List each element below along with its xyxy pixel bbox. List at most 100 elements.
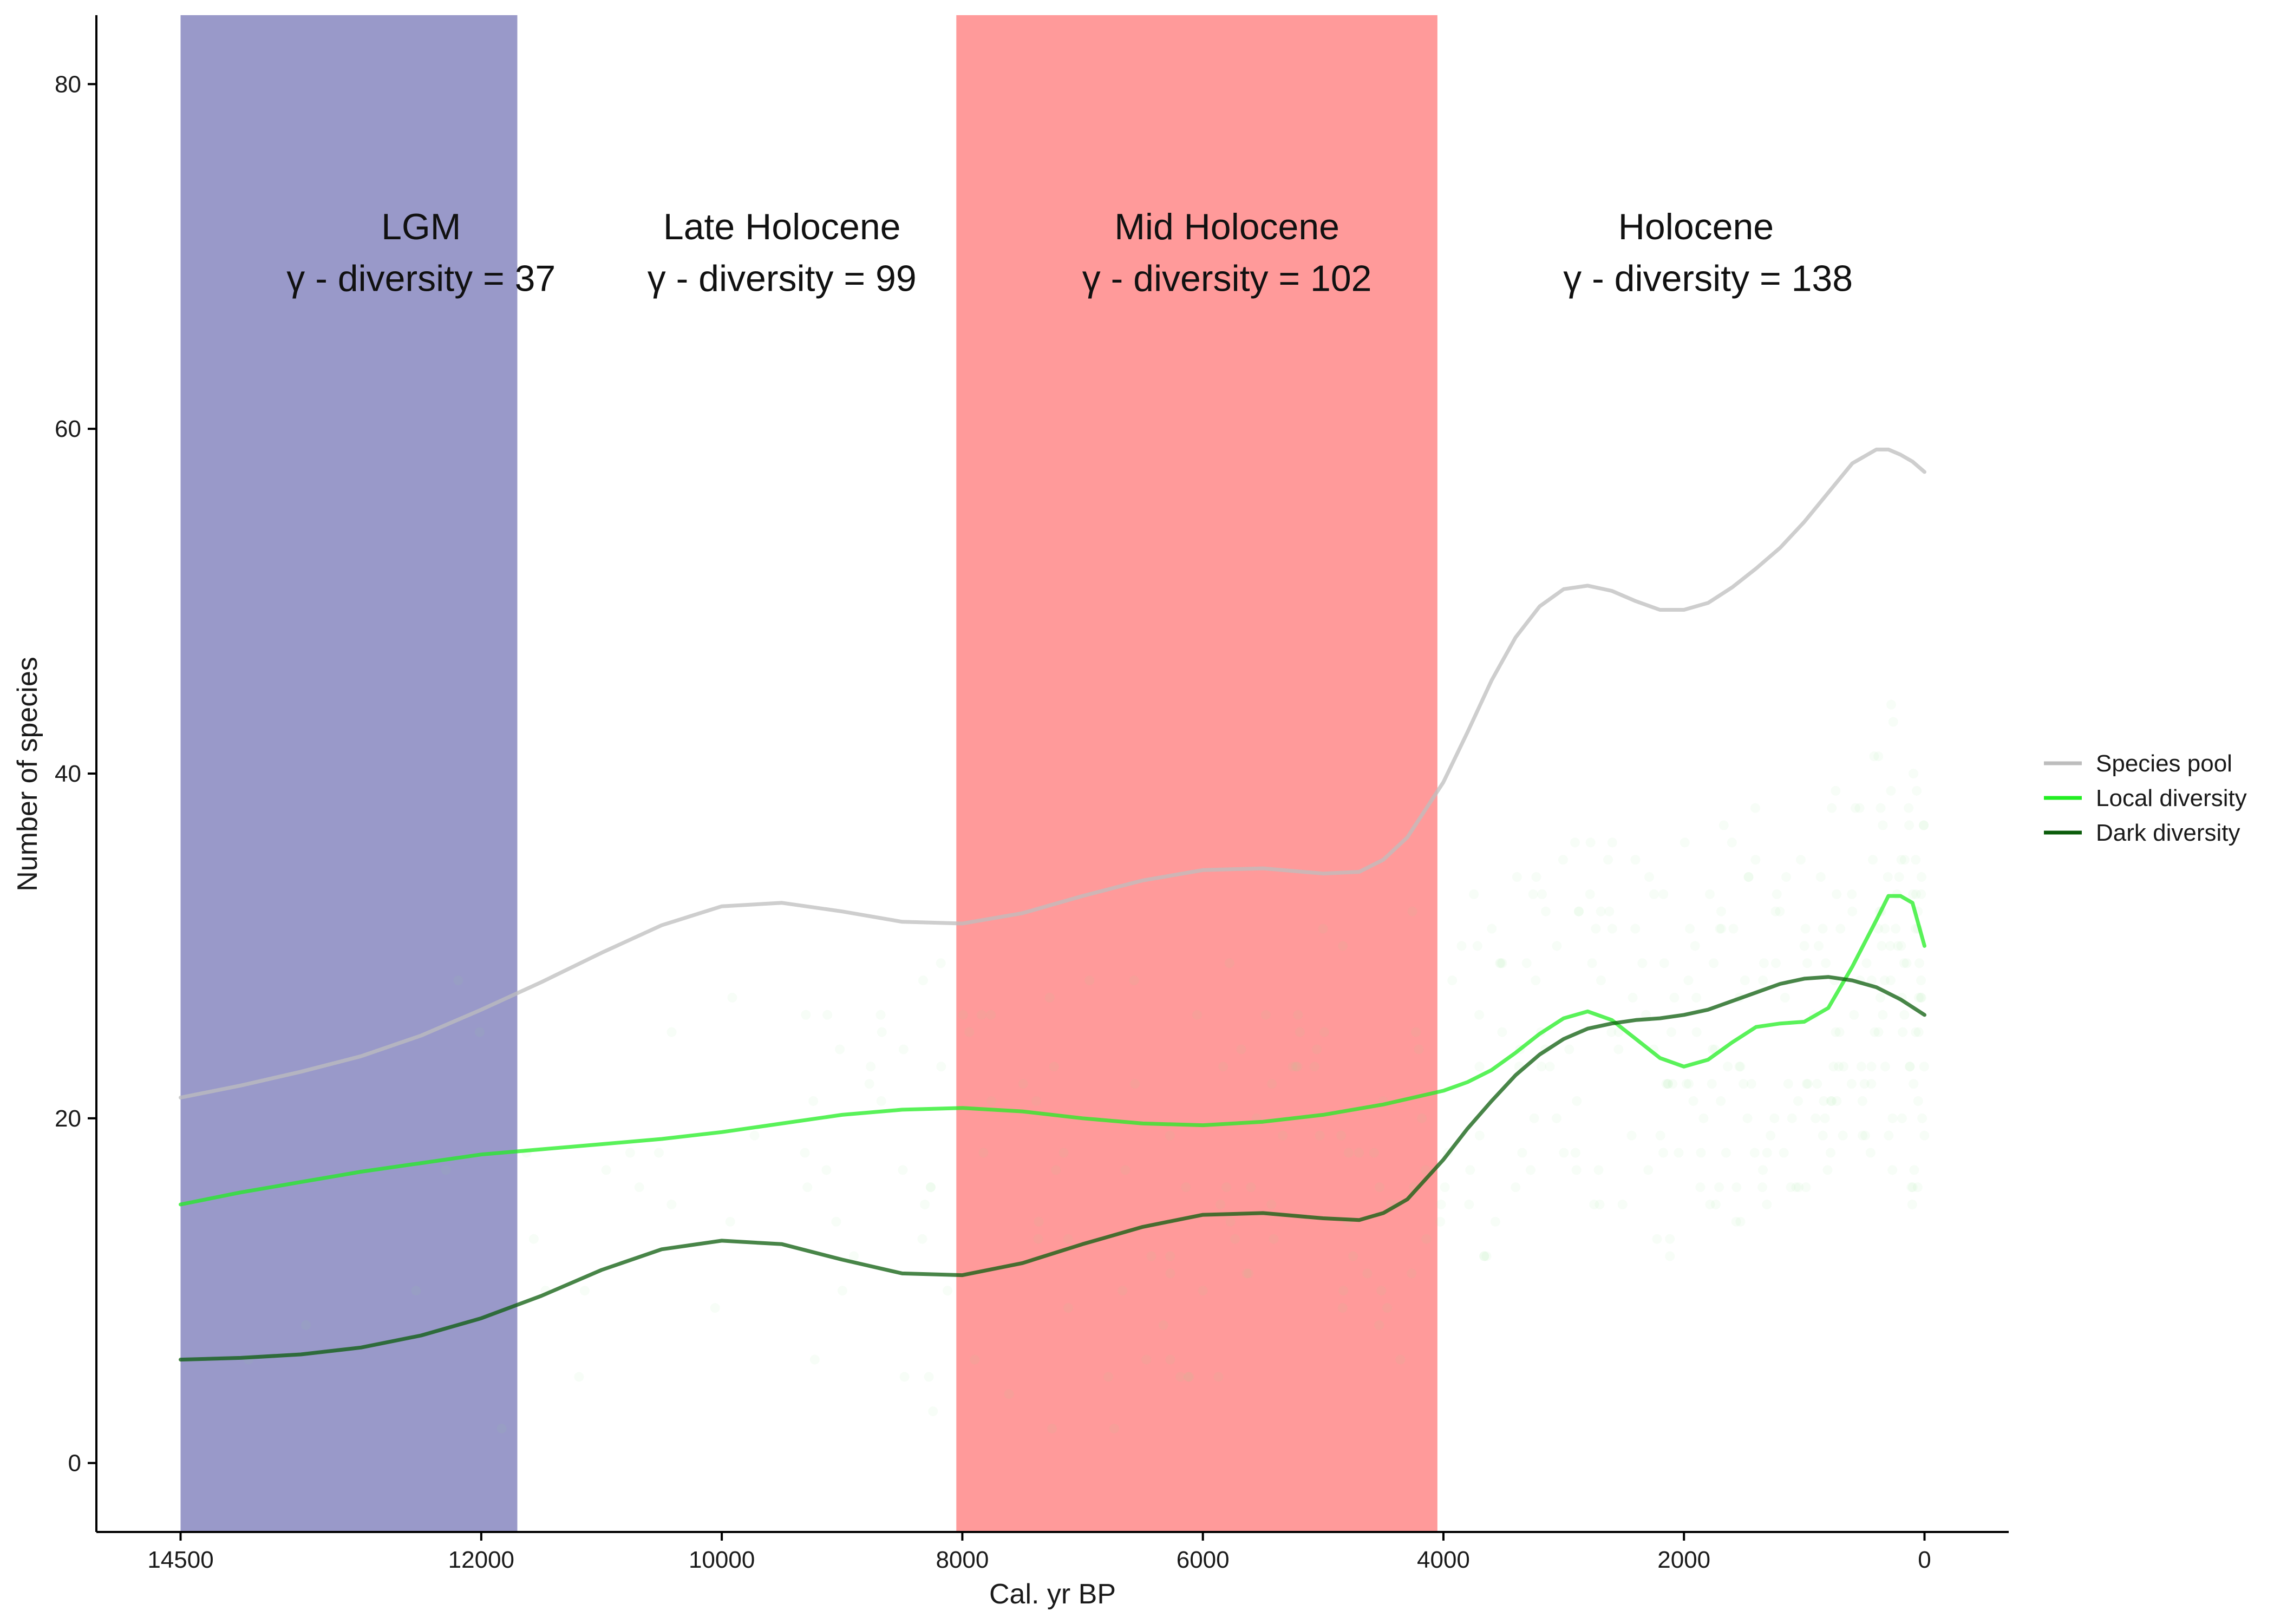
scatter-point: [1310, 1062, 1320, 1072]
scatter-point: [1757, 1165, 1768, 1175]
scatter-point: [1411, 1027, 1421, 1037]
scatter-point: [666, 1027, 677, 1037]
x-tick-label: 0: [1918, 1547, 1931, 1573]
scatter-point: [1668, 1079, 1678, 1089]
scatter-point: [1474, 1062, 1485, 1072]
scatter-point: [1826, 1096, 1836, 1106]
period-bands: [180, 15, 1437, 1532]
annotation-2: Late Holocene: [663, 206, 901, 247]
scatter-points: [243, 699, 1930, 1433]
scatter-point: [1551, 1113, 1561, 1123]
scatter-point: [1710, 1200, 1721, 1210]
scatter-point: [1063, 1303, 1073, 1313]
scatter-point: [1827, 1096, 1837, 1106]
scatter-point: [1665, 1234, 1675, 1244]
scatter-point: [1728, 924, 1739, 934]
scatter-point: [1887, 1113, 1898, 1123]
scatter-point: [1827, 803, 1837, 813]
scatter-point: [1236, 1044, 1246, 1055]
scatter-point: [1695, 1182, 1706, 1193]
scatter-point: [1897, 1113, 1907, 1123]
annotation-3: γ - diversity = 99: [648, 258, 917, 299]
scatter-point: [849, 1251, 859, 1261]
scatter-point: [1033, 1234, 1043, 1244]
scatter-point: [1794, 1182, 1804, 1193]
scatter-point: [1731, 1182, 1742, 1193]
scatter-point: [1834, 1027, 1845, 1037]
scatter-point: [1224, 958, 1234, 968]
scatter-point: [1260, 1010, 1271, 1020]
scatter-point: [1691, 1027, 1702, 1037]
scatter-point: [1184, 1372, 1194, 1382]
scatter-point: [1216, 1200, 1226, 1210]
period-band-0: [180, 15, 518, 1532]
scatter-point: [1570, 1148, 1580, 1158]
scatter-point: [1175, 1372, 1186, 1382]
scatter-point: [1787, 1113, 1797, 1123]
scatter-point: [1278, 1130, 1288, 1141]
scatter-point: [1596, 906, 1606, 916]
scatter-point: [1783, 1079, 1793, 1089]
scatter-point: [1129, 975, 1139, 986]
scatter-point: [1643, 1165, 1654, 1175]
scatter-point: [1606, 1027, 1617, 1037]
scatter-point: [1684, 1079, 1694, 1089]
scatter-point: [1315, 1130, 1325, 1141]
scatter-point: [1907, 1200, 1917, 1210]
x-tick-label: 6000: [1177, 1547, 1230, 1573]
scatter-point: [1750, 855, 1761, 865]
scatter-point: [1666, 1027, 1676, 1037]
y-tick-label: 60: [55, 416, 81, 442]
scatter-point: [925, 1182, 936, 1193]
scatter-point: [1731, 1216, 1741, 1227]
scatter-point: [1218, 1062, 1229, 1072]
x-tick-label: 10000: [689, 1547, 755, 1573]
scatter-point: [899, 1372, 910, 1382]
annotation-1: γ - diversity = 37: [286, 258, 556, 299]
scatter-point: [1896, 855, 1906, 865]
scatter-point: [496, 1423, 507, 1433]
scatter-point: [1821, 958, 1831, 968]
scatter-point: [822, 1010, 833, 1020]
scatter-point: [1058, 1148, 1069, 1158]
scatter-point: [1716, 924, 1727, 934]
scatter-point: [1665, 1251, 1675, 1261]
scatter-point: [1652, 1234, 1662, 1244]
scatter-point: [1637, 958, 1648, 968]
scatter-point: [1183, 1372, 1193, 1382]
scatter-point: [1899, 1010, 1910, 1020]
scatter-point: [1246, 1182, 1256, 1193]
scatter-point: [1004, 1389, 1014, 1399]
scatter-point: [1288, 1062, 1298, 1072]
scatter-point: [986, 1010, 996, 1020]
scatter-point: [1497, 958, 1507, 968]
scatter-point: [1181, 1182, 1191, 1193]
y-tick-label: 40: [55, 761, 81, 787]
scatter-point: [1791, 1182, 1801, 1193]
scatter-point: [1919, 1062, 1929, 1072]
scatter-point: [1877, 941, 1887, 951]
scatter-point: [1876, 803, 1886, 813]
scatter-point: [1319, 1027, 1330, 1037]
scatter-point: [1192, 1010, 1203, 1020]
scatter-point: [1869, 751, 1879, 762]
scatter-point: [634, 1182, 644, 1193]
period-annotations: LGM γ - diversity = 37 Late Holocene γ - di…: [286, 206, 1853, 299]
scatter-point: [1901, 958, 1912, 968]
scatter-point: [1613, 1044, 1624, 1055]
scatter-point: [1770, 958, 1781, 968]
scatter-point: [1591, 924, 1601, 934]
scatter-point: [802, 1182, 813, 1193]
scatter-point: [1198, 1286, 1208, 1296]
scatter-point: [1838, 1130, 1848, 1141]
scatter-point: [1860, 1130, 1870, 1141]
scatter-point: [1130, 1079, 1140, 1089]
scatter-point: [1447, 975, 1458, 986]
scatter-point: [1802, 958, 1812, 968]
scatter-point: [1919, 1130, 1930, 1141]
scatter-point: [1407, 906, 1417, 916]
scatter-point: [1905, 1062, 1915, 1072]
scatter-point: [1063, 1234, 1073, 1244]
scatter-point: [1337, 1303, 1348, 1313]
scatter-point: [1819, 1096, 1829, 1106]
